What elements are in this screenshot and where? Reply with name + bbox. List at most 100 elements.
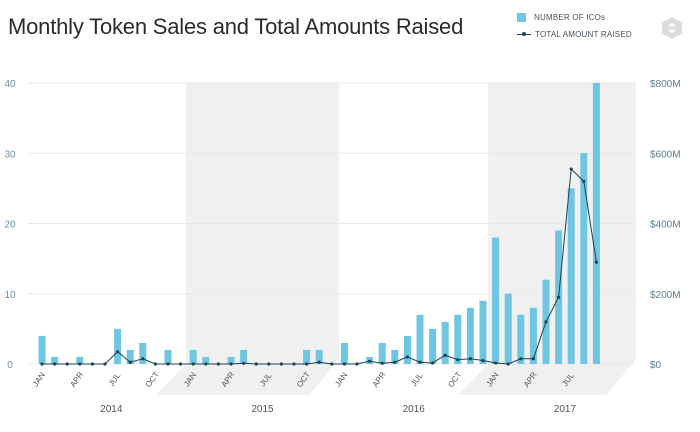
line-point [544, 320, 548, 324]
line-point [78, 362, 82, 366]
line-point [506, 362, 510, 366]
bar [76, 356, 84, 364]
line-point [191, 362, 195, 366]
line-point [153, 362, 157, 366]
line-point [116, 350, 120, 354]
line-point [65, 362, 69, 366]
chart-title: Monthly Token Sales and Total Amounts Ra… [8, 14, 464, 39]
bar [391, 349, 399, 364]
left-tick-label: 20 [4, 220, 16, 231]
line-series [40, 167, 599, 366]
legend: NUMBER OF ICOs TOTAL AMOUNT RAISED [517, 9, 632, 43]
bar [164, 349, 172, 364]
line-point [229, 362, 233, 366]
bar [139, 342, 147, 364]
bar [38, 335, 46, 364]
line-point [494, 361, 498, 365]
legend-bar-swatch [517, 13, 526, 22]
month-label: APR [68, 370, 85, 389]
bar [492, 237, 500, 364]
bar [567, 188, 575, 364]
line-point [531, 357, 536, 361]
legend-item-icos: NUMBER OF ICOs [517, 9, 632, 26]
month-label: JUL [107, 371, 123, 388]
line-point [355, 362, 359, 366]
line-point [279, 362, 283, 366]
line-point [456, 358, 460, 362]
month-label: JUL [409, 371, 425, 388]
year-label: 2016 [403, 404, 426, 415]
bar [441, 321, 449, 364]
line-point [305, 362, 309, 366]
line-point [204, 362, 208, 366]
bar [517, 314, 525, 364]
right-tick-label: $0 [650, 360, 662, 371]
month-label: OCT [446, 370, 463, 389]
line-point [582, 179, 586, 183]
bar [479, 300, 487, 364]
bar [303, 349, 311, 364]
legend-line-swatch [517, 30, 531, 39]
line-point [393, 360, 397, 364]
bar [454, 314, 462, 364]
line-point [292, 362, 296, 366]
line-point [418, 360, 422, 364]
bar [429, 328, 437, 364]
line-point [405, 355, 409, 359]
bar-series [38, 83, 600, 364]
year-band-0 [155, 83, 340, 395]
bar [340, 342, 348, 364]
line-point [330, 362, 334, 366]
line-point [90, 362, 94, 366]
line-point [380, 361, 384, 365]
month-label: JAN [31, 371, 47, 389]
line-point [368, 359, 372, 363]
line-point [557, 295, 561, 299]
line-point [519, 357, 523, 361]
line-point [594, 260, 599, 264]
month-label: APR [371, 370, 388, 389]
line-point [443, 353, 447, 357]
line-point [481, 358, 485, 363]
line-point [216, 362, 220, 366]
legend-label-amount: TOTAL AMOUNT RAISED [535, 30, 632, 39]
bar [580, 153, 588, 364]
left-tick-label: 40 [4, 79, 16, 90]
line-point [431, 361, 435, 365]
line-point [342, 362, 346, 366]
right-tick-label: $400M [650, 220, 681, 231]
month-label: JAN [333, 371, 349, 389]
month-label: OCT [144, 370, 161, 389]
bar [114, 328, 122, 364]
line-point [254, 362, 258, 366]
left-tick-label: 0 [7, 360, 13, 371]
bar [416, 314, 424, 364]
logo-icon [662, 17, 682, 39]
bar [466, 307, 474, 364]
line-point [103, 362, 107, 366]
right-tick-label: $200M [650, 290, 681, 301]
year-label: 2015 [251, 404, 274, 415]
bar [592, 83, 600, 364]
line-point [53, 362, 57, 366]
bar [189, 349, 197, 364]
left-tick-label: 10 [4, 290, 16, 301]
year-bands [155, 83, 636, 395]
line-point [468, 357, 472, 361]
line-point [317, 360, 321, 364]
bar [126, 349, 134, 364]
line-point [179, 362, 183, 366]
line-point [267, 362, 271, 366]
year-label: 2017 [554, 404, 577, 415]
legend-item-amount: TOTAL AMOUNT RAISED [517, 26, 632, 43]
bar [51, 356, 59, 364]
line-point [141, 357, 145, 361]
bar [504, 293, 512, 364]
right-tick-label: $800M [650, 79, 681, 90]
bar [227, 356, 235, 364]
line-point [242, 361, 246, 365]
line-point [569, 167, 573, 171]
line-point [166, 362, 170, 366]
left-tick-label: 30 [4, 149, 16, 160]
